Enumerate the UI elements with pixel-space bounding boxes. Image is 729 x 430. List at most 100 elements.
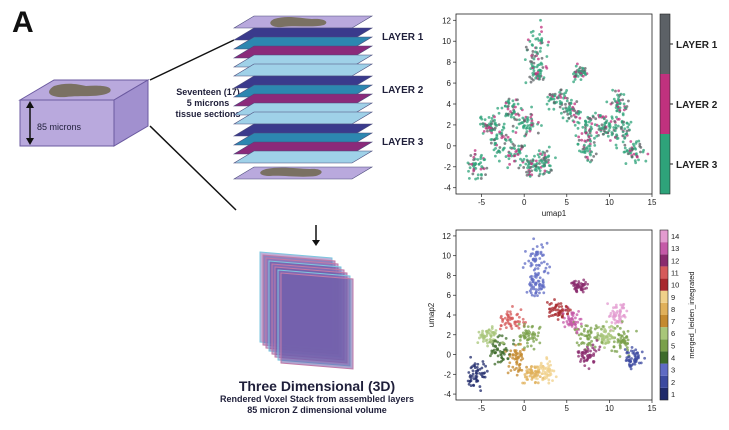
umap-bottom-ytick-label: -2: [444, 370, 452, 379]
umap-bottom-point: [541, 278, 545, 282]
umap-bottom-point: [538, 375, 542, 379]
umap-top-point: [604, 115, 608, 119]
umap-top-point: [619, 126, 623, 129]
umap-bottom-point: [469, 366, 473, 370]
tissue-block: [18, 79, 150, 147]
umap-top-point: [549, 97, 553, 101]
umap-bottom-point: [524, 331, 527, 335]
umap-bottom-xtick-label: 0: [522, 404, 527, 413]
umap-bottom-point: [506, 371, 510, 375]
umap-top-point: [578, 66, 582, 69]
umap-bottom-point: [546, 373, 550, 377]
umap-top-point: [623, 106, 627, 110]
umap-top-point: [531, 73, 535, 77]
umap-bottom-point: [512, 339, 516, 342]
umap-bottom-point: [616, 340, 620, 344]
umap-bottom-point: [536, 267, 540, 270]
umap-top-point: [493, 115, 496, 119]
umap-top-point: [602, 129, 606, 133]
umap-top-point: [613, 129, 617, 133]
umap-top-point: [495, 151, 499, 154]
connector-bottom: [149, 125, 237, 211]
umap-bottom-points: [466, 237, 647, 393]
umap-bottom-point: [624, 359, 628, 363]
umap-top-point: [613, 99, 617, 103]
umap-bottom-point: [516, 342, 520, 346]
umap-top-point: [617, 89, 621, 93]
umap-bottom-point: [588, 356, 592, 359]
umap-top-point: [579, 78, 583, 81]
umap-top-point: [541, 164, 545, 168]
umap-bottom-point: [532, 278, 535, 282]
umap-bottom-point: [473, 364, 477, 368]
umap-top-point: [531, 34, 535, 38]
umap-top-point: [584, 128, 587, 132]
umap-bottom-point: [517, 326, 521, 330]
umap-top-point: [581, 125, 585, 129]
umap-bottom-point: [469, 384, 473, 388]
umap-top-point: [552, 107, 556, 111]
umap-top-point: [523, 144, 527, 147]
umap-bottom-colorbar-4: [660, 351, 668, 364]
umap-bottom-colorbar-6: [660, 327, 668, 340]
umap-bottom-point: [536, 294, 539, 298]
umap-top-point: [586, 159, 590, 162]
down-arrow-head: [312, 240, 320, 246]
umap-top-point: [585, 147, 588, 151]
umap-top-point: [552, 97, 556, 101]
umap-bottom-point: [494, 329, 498, 332]
umap-bottom-point: [519, 334, 523, 337]
umap-bottom-point: [493, 351, 496, 355]
umap-top-point: [559, 96, 563, 99]
umap-bottom-point: [489, 330, 493, 333]
umap-bottom-point: [511, 365, 515, 369]
umap-top-point: [628, 128, 631, 132]
umap-top-point: [621, 130, 625, 134]
umap-top-point: [531, 50, 535, 53]
umap-bottom-point: [471, 372, 475, 376]
umap-top-point: [497, 111, 501, 115]
umap-top-point: [584, 120, 588, 124]
umap-bottom-point: [525, 290, 529, 294]
umap-bottom-point: [588, 335, 592, 339]
umap-top-point: [570, 98, 573, 102]
umap-top-point: [584, 131, 588, 135]
umap-bottom-point: [513, 348, 517, 352]
umap-bottom-point: [515, 373, 519, 377]
umap-bottom-point: [530, 263, 534, 267]
umap-top-point: [532, 61, 536, 65]
umap-top-point: [572, 72, 575, 76]
umap-top-point: [542, 156, 546, 160]
umap-top-point: [489, 141, 493, 145]
umap-top-point: [468, 166, 472, 170]
umap-bottom-xtick-label: 5: [565, 404, 570, 413]
umap-top-point: [544, 65, 548, 68]
umap-bottom-point: [489, 334, 493, 338]
umap-top-point: [553, 94, 557, 98]
umap-bottom-point: [548, 303, 552, 306]
umap-top-point: [528, 166, 531, 169]
umap-top-point: [574, 134, 578, 138]
umap-bottom-point: [578, 317, 582, 321]
umap-bottom-point: [508, 310, 512, 314]
umap-bottom-point: [514, 343, 517, 347]
umap-bottom-point: [476, 379, 480, 383]
umap-top-point: [583, 71, 587, 75]
umap-top-point: [639, 145, 643, 149]
umap-top-point: [526, 164, 530, 167]
voxel-volume: [259, 251, 354, 370]
umap-bottom-point: [634, 348, 638, 352]
umap-bottom-point: [469, 377, 473, 380]
umap-top-point: [566, 112, 570, 116]
umap-top-point: [530, 60, 534, 64]
umap-top-point: [541, 78, 545, 81]
umap-top-point: [610, 133, 614, 137]
umap-bottom-point: [524, 329, 528, 333]
umap-top-point: [474, 177, 477, 181]
umap-top-point: [516, 153, 520, 156]
umap-top-point: [564, 102, 567, 106]
umap-bottom-point: [608, 337, 612, 341]
umap-bottom-ytick-label: 8: [447, 271, 452, 280]
umap-bottom-point: [493, 339, 497, 343]
umap-bottom-point: [551, 379, 554, 383]
